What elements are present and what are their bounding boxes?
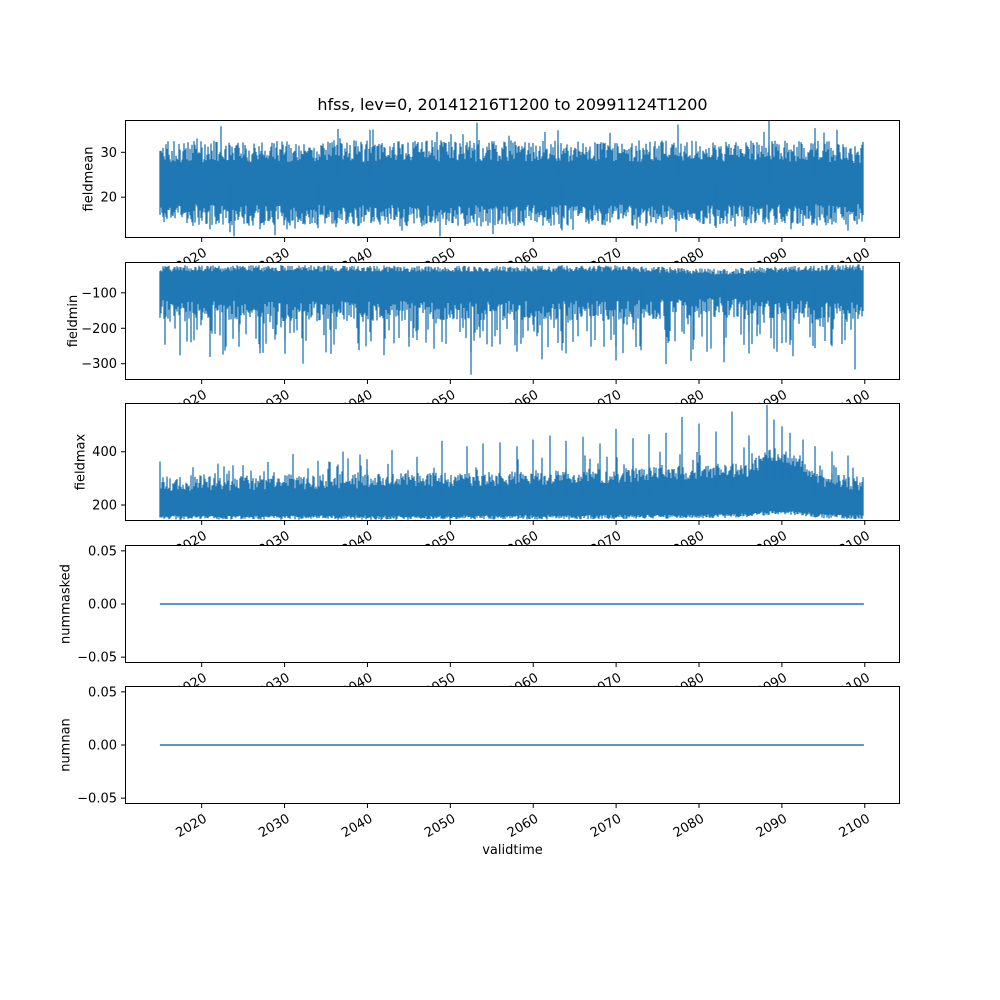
axes-frame [125,686,900,804]
x-tick-label: 2030 [256,811,292,841]
series-spikes-fieldmin [209,289,856,375]
y-tick-label: −0.05 [77,792,117,807]
axes-frame [125,545,900,663]
series-noise-band-fieldmean [159,129,864,237]
x-tick-label: 2020 [174,811,210,841]
y-axis-label-fieldmax: fieldmax [74,434,89,491]
series-spikes-fieldmean [220,120,833,234]
y-axis-label-fieldmin: fieldmin [66,295,81,348]
y-axis-label-numnan: numnan [59,718,74,772]
x-tick-label: 2100 [837,811,873,841]
series-noise-band-fieldmax [159,447,864,520]
y-axis-label-fieldmean: fieldmean [81,147,96,212]
axes-frame [125,120,900,238]
axes-frame [125,262,900,380]
y-tick-label: −300 [81,357,117,372]
x-tick-label: 2070 [588,811,624,841]
subplot-numnan: 0.05 0.00 −0.05 numnan 2020 2030 2040 2050 2060 2… [59,686,900,841]
y-tick-label: 200 [92,499,117,514]
y-tick-label: 30 [100,146,117,161]
y-tick-label: −100 [81,286,117,301]
y-tick-label: 0.00 [88,739,117,754]
series-spikes-fieldmax [192,404,849,501]
y-tick-label: 0.05 [88,545,117,559]
y-tick-label: 0.05 [88,686,117,700]
y-tick-label: 20 [100,191,117,206]
y-tick-label: 0.00 [88,598,117,613]
x-tick-label: 2050 [422,811,458,841]
x-tick-label: 2090 [754,811,790,841]
y-tick-label: −200 [81,322,117,337]
chart-title: hfss, lev=0, 20141216T1200 to 20991124T1… [317,95,708,114]
x-tick-label: 2060 [505,811,541,841]
y-tick-label: −0.05 [77,651,117,666]
x-tick-label: 2040 [339,811,375,841]
axes-frame [125,403,900,521]
y-tick-label: 400 [92,445,117,460]
x-tick-label: 2080 [671,811,707,841]
x-axis-label: validtime [482,843,543,858]
y-axis-label-nummasked: nummasked [59,564,74,644]
